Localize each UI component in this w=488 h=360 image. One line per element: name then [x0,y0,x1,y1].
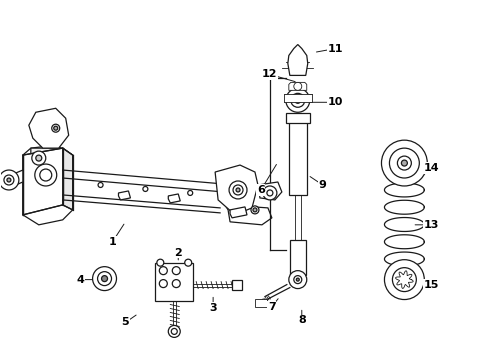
Circle shape [263,186,276,200]
Circle shape [36,155,41,161]
Text: 8: 8 [297,315,305,325]
Polygon shape [229,207,246,218]
Text: 14: 14 [423,163,438,173]
Polygon shape [11,170,23,187]
Text: 12: 12 [262,69,277,80]
Text: 5: 5 [122,318,129,328]
Polygon shape [215,165,258,215]
Circle shape [401,160,407,166]
Circle shape [290,93,304,107]
Polygon shape [258,182,281,200]
Circle shape [293,276,301,284]
Circle shape [381,140,427,186]
Bar [289,240,305,275]
Circle shape [52,124,60,132]
Circle shape [98,272,111,285]
Polygon shape [118,191,130,200]
Circle shape [294,97,300,103]
Bar [155,263,193,301]
Circle shape [187,190,192,195]
Polygon shape [168,194,180,203]
Circle shape [296,278,299,281]
Circle shape [4,175,14,185]
Polygon shape [62,148,73,210]
Circle shape [171,328,177,334]
Circle shape [172,280,180,288]
Circle shape [32,151,46,165]
Circle shape [285,88,309,112]
Circle shape [250,206,259,214]
Circle shape [293,82,301,90]
Bar [283,94,311,102]
Circle shape [159,280,167,288]
Text: 15: 15 [423,280,438,289]
Circle shape [102,276,107,282]
Circle shape [172,267,180,275]
Circle shape [0,170,19,190]
Circle shape [288,271,306,289]
Bar [288,120,306,195]
Circle shape [92,267,116,291]
Circle shape [228,181,246,199]
Polygon shape [288,82,306,90]
Circle shape [7,178,11,182]
Polygon shape [31,148,73,162]
Circle shape [159,267,167,275]
Text: 6: 6 [257,185,264,195]
Circle shape [35,164,57,186]
Circle shape [266,190,272,196]
Polygon shape [23,148,62,215]
Circle shape [392,268,415,292]
Circle shape [40,169,52,181]
Circle shape [157,259,163,266]
Circle shape [142,186,147,192]
Circle shape [184,259,191,266]
Circle shape [233,185,243,195]
Circle shape [98,183,103,188]
Text: 2: 2 [174,248,182,258]
Text: 9: 9 [318,180,326,190]
Text: 4: 4 [77,275,84,285]
Polygon shape [29,108,68,148]
Bar [254,298,266,306]
Bar [285,113,309,123]
Circle shape [54,126,58,130]
Text: 10: 10 [327,97,343,107]
Polygon shape [224,205,271,225]
Text: 1: 1 [108,237,116,247]
Text: 7: 7 [267,302,275,311]
Circle shape [252,208,256,212]
Circle shape [168,325,180,337]
Circle shape [388,148,419,178]
Text: 13: 13 [423,220,438,230]
Text: 3: 3 [209,302,217,312]
Text: 11: 11 [327,44,343,54]
Circle shape [236,188,240,192]
Circle shape [397,156,410,170]
Polygon shape [23,145,73,225]
Circle shape [384,260,424,300]
Polygon shape [287,45,307,75]
Bar [232,280,242,289]
